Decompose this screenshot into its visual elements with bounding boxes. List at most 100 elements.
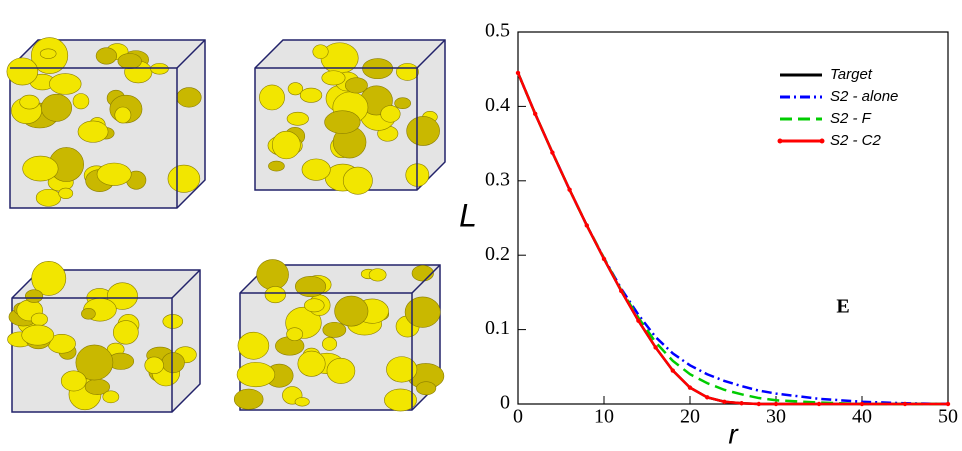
x-tick-label: 0 [513,406,523,428]
x-axis-label: r [728,418,739,449]
particle [295,275,327,298]
point [601,256,607,262]
particle [81,307,96,320]
particle [321,70,346,86]
particle [40,93,73,122]
particle [21,324,55,346]
particle [406,116,440,146]
y-tick-label: 0.3 [485,168,510,190]
particle [268,160,285,172]
particle [259,84,285,111]
particle [404,296,441,328]
point [533,111,538,117]
point [619,288,624,294]
x-tick-label: 50 [938,406,958,428]
point [687,385,693,390]
line-series [516,72,948,406]
point [773,401,779,407]
particle [299,87,323,103]
cube-edge [411,264,441,294]
particle [380,105,401,123]
legend-label: Target [830,66,873,83]
particle [344,77,368,94]
x-tick-label: 10 [594,406,614,428]
point [722,399,727,404]
y-tick-label: 0.4 [485,94,510,116]
point [756,401,761,407]
legend-marker [819,138,825,144]
particle [286,327,304,341]
particle [19,94,40,110]
particle [264,286,286,304]
point [705,395,710,400]
particle [394,97,411,110]
line-series [516,72,949,406]
particle [384,388,417,412]
particle [301,158,331,181]
particle [294,397,310,407]
particle [49,73,82,95]
particle [112,320,139,345]
particle [256,259,289,291]
point [902,401,908,407]
particle [322,321,347,338]
annotation: E [836,296,849,318]
point [670,368,675,373]
particle [60,370,87,392]
particle [106,282,138,310]
particle [233,388,264,410]
particle [334,295,369,327]
particle [167,164,201,193]
point [816,401,822,407]
particle [58,187,74,199]
particle [96,162,132,186]
particle [286,111,309,126]
particle [324,110,361,134]
particle [271,130,301,160]
particle [322,336,338,351]
x-tick-label: 30 [766,406,786,428]
particle [31,261,67,296]
particle [162,314,184,329]
y-tick-label: 0.1 [485,317,510,339]
particle [312,44,329,59]
point [636,318,641,323]
x-tick-label: 40 [852,406,872,428]
particle [236,362,276,388]
particle [22,155,59,182]
point [515,70,521,76]
line-series [516,72,948,406]
particle [95,47,118,65]
particle [287,82,304,96]
particle [150,63,169,75]
point [550,150,555,155]
particle [77,120,109,143]
particle [297,350,326,377]
point [653,345,658,350]
y-axis-label: L [459,197,477,233]
particle [39,48,57,59]
particle [102,390,120,404]
particle [411,265,434,282]
point [945,401,951,407]
legend-marker [777,138,783,144]
particle [24,289,44,303]
cube-edge [171,269,201,299]
cube-edge [416,39,446,69]
point [567,187,572,192]
particle [35,188,62,207]
legend-label: S2 - alone [830,88,898,105]
particle [30,312,48,326]
point [739,401,744,406]
cube-edge [176,39,206,69]
particle [368,268,387,282]
particle [114,106,132,124]
legend-label: S2 - F [830,110,872,127]
particle [386,356,418,383]
particle [176,87,202,108]
legend-label: S2 - C2 [830,132,882,149]
x-tick-label: 20 [680,406,700,428]
y-tick-label: 0 [500,392,510,414]
particle [6,57,39,86]
particle [72,93,90,110]
